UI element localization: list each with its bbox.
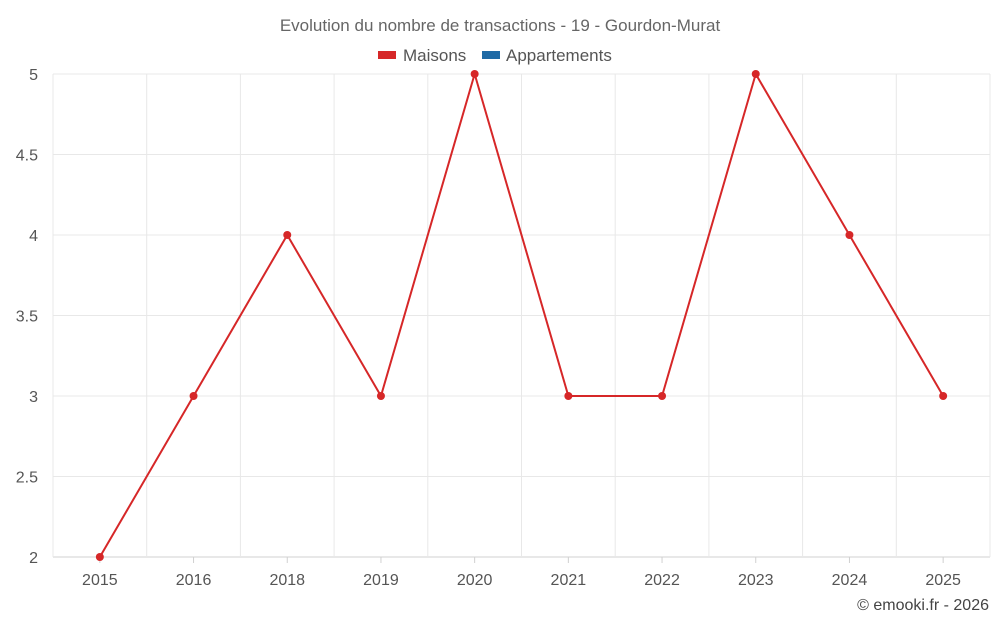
x-tick-label: 2024 — [832, 572, 868, 589]
y-tick-label: 3 — [29, 389, 38, 406]
credit-text: © emooki.fr - 2026 — [857, 597, 989, 614]
series-line-maisons — [98, 73, 945, 558]
x-tick-label: 2022 — [644, 572, 680, 589]
data-point-maisons[interactable] — [564, 392, 573, 400]
data-point-maisons[interactable] — [283, 231, 292, 239]
legend-swatch-maisons — [378, 51, 396, 59]
series — [95, 70, 948, 561]
x-tick-label: 2015 — [82, 572, 118, 589]
data-point-maisons[interactable] — [189, 392, 198, 400]
y-tick-label: 2.5 — [16, 470, 38, 487]
legend: Maisons Appartements — [378, 46, 612, 65]
x-tick-label: 2020 — [457, 572, 493, 589]
y-tick-label: 4.5 — [16, 148, 38, 165]
axes: 2 2.5 3 3.5 4 4.5 5 2015 2016 2018 2019 2020 2021 202… — [16, 67, 961, 589]
x-tick-label: 2023 — [738, 572, 774, 589]
grid — [52, 73, 991, 558]
y-tick-label: 2 — [29, 550, 38, 567]
x-tick-label: 2025 — [925, 572, 961, 589]
data-point-maisons[interactable] — [751, 70, 760, 78]
x-tick-label: 2019 — [363, 572, 399, 589]
y-tick-label: 5 — [29, 67, 38, 84]
x-tick-label: 2018 — [269, 572, 305, 589]
data-point-maisons[interactable] — [845, 231, 854, 239]
chart-title: Evolution du nombre de transactions - 19… — [280, 16, 721, 35]
data-point-maisons[interactable] — [658, 392, 667, 400]
x-tick-label: 2021 — [551, 572, 587, 589]
data-point-maisons[interactable] — [95, 553, 104, 561]
x-tick-label: 2016 — [176, 572, 212, 589]
legend-label-maisons[interactable]: Maisons — [403, 46, 466, 65]
legend-swatch-appartements — [482, 51, 500, 59]
data-point-maisons[interactable] — [470, 70, 479, 78]
y-tick-label: 4 — [29, 228, 38, 245]
legend-label-appartements[interactable]: Appartements — [506, 46, 612, 65]
y-tick-label: 3.5 — [16, 309, 38, 326]
data-point-maisons[interactable] — [939, 392, 948, 400]
data-point-maisons[interactable] — [376, 392, 385, 400]
